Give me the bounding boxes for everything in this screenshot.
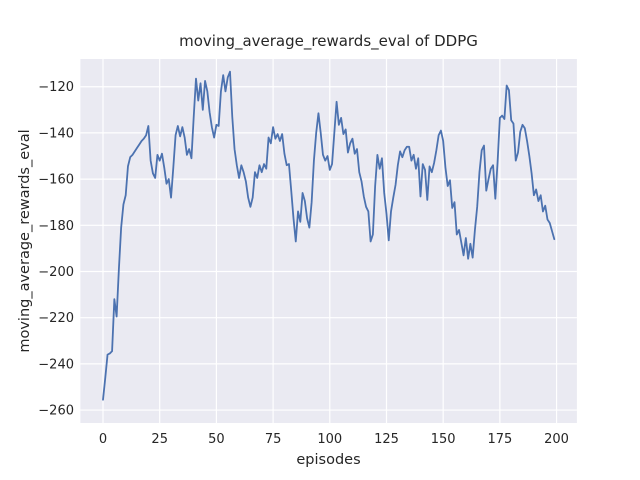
- grid-layer: [80, 59, 577, 423]
- y-tick-label: −160: [38, 173, 74, 188]
- x-tick-label: 150: [431, 432, 456, 447]
- x-tick-label: 100: [317, 432, 342, 447]
- y-tick-label: −220: [38, 311, 74, 326]
- chart-title: moving_average_rewards_eval of DDPG: [179, 32, 478, 51]
- tick-layer: 0 25 50 75 100 125 150 175 200 −120 −140 −160 −180 −2…: [38, 80, 569, 447]
- plot-background: [80, 59, 577, 423]
- reward-line: [102, 70, 556, 401]
- y-tick-label: −240: [38, 357, 74, 372]
- x-tick-label: 75: [265, 432, 282, 447]
- series-layer: [102, 70, 556, 401]
- y-tick-label: −200: [38, 265, 74, 280]
- y-axis-label: moving_average_rewards_eval: [17, 129, 33, 352]
- x-tick-label: 125: [374, 432, 399, 447]
- x-tick-label: 200: [544, 432, 569, 447]
- x-tick-label: 25: [151, 432, 168, 447]
- x-tick-label: 0: [99, 432, 107, 447]
- x-tick-label: 175: [487, 432, 512, 447]
- y-tick-label: −260: [38, 404, 74, 419]
- y-tick-label: −140: [38, 126, 74, 141]
- y-tick-label: −180: [38, 219, 74, 234]
- y-tick-label: −120: [38, 80, 74, 95]
- x-axis-label: episodes: [296, 452, 360, 468]
- x-tick-label: 50: [208, 432, 225, 447]
